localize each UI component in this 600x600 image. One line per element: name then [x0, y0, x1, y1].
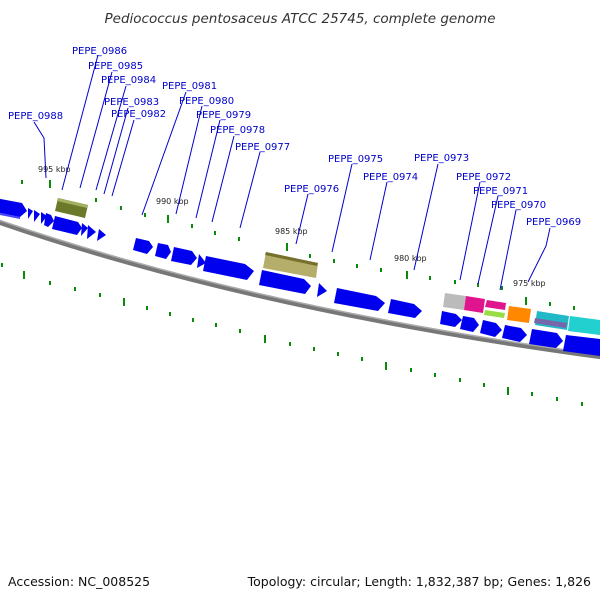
feature-purple[interactable]: [534, 318, 567, 328]
cds-arrow[interactable]: [563, 335, 600, 356]
gene-label-pepe-0986[interactable]: PEPE_0986: [72, 46, 127, 57]
genome-backbone-highlight: [0, 219, 600, 356]
gene-label-pepe-0969[interactable]: PEPE_0969: [526, 217, 581, 228]
cds-arrow[interactable]: [440, 311, 462, 327]
feature-magenta[interactable]: [464, 296, 485, 313]
cds-arrow-shadow: [0, 213, 20, 219]
cds-arrow[interactable]: [197, 254, 206, 268]
gene-labels: PEPE_0988 PEPE_0986 PEPE_0985 PEPE_0984 …: [8, 46, 581, 228]
cds-arrow[interactable]: [52, 216, 82, 235]
scale-label-995: 995 kbp: [38, 165, 71, 174]
cds-arrow[interactable]: [480, 320, 502, 337]
gene-label-pepe-0976[interactable]: PEPE_0976: [284, 184, 339, 195]
scale-labels: 995 kbp 990 kbp 985 kbp 980 kbp 975 kbp: [38, 165, 546, 288]
gene-label-pepe-0973[interactable]: PEPE_0973: [414, 153, 469, 164]
gene-label-pepe-0985[interactable]: PEPE_0985: [88, 61, 143, 72]
gene-label-pepe-0977[interactable]: PEPE_0977: [235, 142, 290, 153]
scale-label-980: 980 kbp: [394, 254, 427, 263]
feature-green[interactable]: [484, 310, 505, 318]
gene-label-pepe-0979[interactable]: PEPE_0979: [196, 110, 251, 121]
genome-backbone: [0, 219, 600, 360]
cds-arrow[interactable]: [529, 329, 563, 348]
gene-label-pepe-0982[interactable]: PEPE_0982: [111, 109, 166, 120]
gene-label-pepe-0970[interactable]: PEPE_0970: [491, 200, 546, 211]
feature-khaki-top: [265, 252, 318, 266]
feature-cyan[interactable]: [568, 316, 600, 335]
cds-arrow[interactable]: [171, 247, 197, 265]
cds-arrow[interactable]: [317, 283, 327, 297]
cds-arrow[interactable]: [34, 210, 40, 222]
scale-label-975: 975 kbp: [513, 279, 546, 288]
feature-olive[interactable]: [55, 198, 88, 218]
cds-arrow[interactable]: [28, 208, 33, 219]
cds-arrow[interactable]: [81, 223, 88, 236]
cds-arrow[interactable]: [460, 316, 479, 332]
cds-arrow[interactable]: [388, 299, 422, 318]
scale-label-985: 985 kbp: [275, 227, 308, 236]
cds-arrow[interactable]: [44, 213, 54, 227]
gene-label-pepe-0978[interactable]: PEPE_0978: [210, 125, 265, 136]
feature-orange[interactable]: [507, 306, 531, 323]
accession-text: Accession: NC_008525: [8, 574, 150, 589]
feature-magenta[interactable]: [485, 300, 506, 310]
label-leaders: [33, 54, 551, 291]
gene-label-pepe-0988[interactable]: PEPE_0988: [8, 111, 63, 122]
cds-arrow[interactable]: [155, 243, 171, 259]
gene-label-pepe-0981[interactable]: PEPE_0981: [162, 81, 217, 92]
feature-khaki[interactable]: [263, 252, 318, 278]
gene-label-pepe-0980[interactable]: PEPE_0980: [179, 96, 234, 107]
gene-label-pepe-0971[interactable]: PEPE_0971: [473, 186, 528, 197]
outer-ticks: [21, 180, 575, 310]
cds-arrow[interactable]: [133, 238, 153, 254]
gene-label-pepe-0984[interactable]: PEPE_0984: [101, 75, 156, 86]
genome-summary-text: Topology: circular; Length: 1,832,387 bp…: [247, 574, 591, 589]
outer-strand-genes: [0, 198, 88, 227]
gene-label-pepe-0972[interactable]: PEPE_0972: [456, 172, 511, 183]
feature-olive-top: [57, 198, 88, 208]
cds-arrow[interactable]: [41, 212, 47, 224]
cds-arrow[interactable]: [502, 325, 527, 342]
middle-strand-genes: [52, 216, 600, 335]
cds-arrow[interactable]: [97, 229, 106, 241]
gene-label-pepe-0974[interactable]: PEPE_0974: [363, 172, 418, 183]
map-title: Pediococcus pentosaceus ATCC 25745, comp…: [105, 11, 496, 27]
cds-arrow[interactable]: [87, 225, 96, 239]
cds-arrow[interactable]: [0, 198, 27, 217]
cds-arrow[interactable]: [203, 256, 254, 280]
cds-arrow[interactable]: [259, 270, 311, 294]
gene-label-pepe-0983[interactable]: PEPE_0983: [104, 97, 159, 108]
inner-strand-genes: [440, 311, 600, 356]
scale-label-990: 990 kbp: [156, 197, 189, 206]
gene-label-pepe-0975[interactable]: PEPE_0975: [328, 154, 383, 165]
inner-ticks: [1, 263, 583, 406]
cds-arrow[interactable]: [334, 288, 385, 311]
feature-grey[interactable]: [443, 293, 466, 310]
